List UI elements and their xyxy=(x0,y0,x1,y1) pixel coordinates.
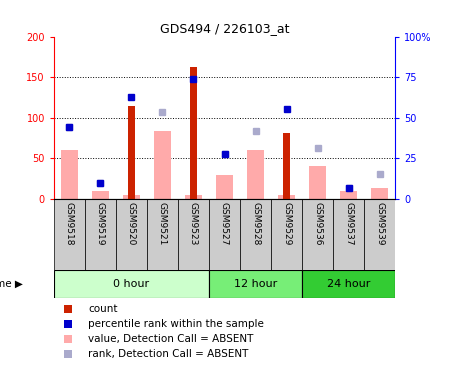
Bar xyxy=(209,199,240,270)
Bar xyxy=(61,150,78,199)
Bar xyxy=(189,67,198,199)
Bar xyxy=(54,270,209,298)
Bar xyxy=(278,195,295,199)
Bar xyxy=(185,195,202,199)
Bar xyxy=(209,270,302,298)
Title: GDS494 / 226103_at: GDS494 / 226103_at xyxy=(160,22,289,36)
Text: count: count xyxy=(88,304,118,314)
Text: GSM9529: GSM9529 xyxy=(282,202,291,246)
Text: GSM9519: GSM9519 xyxy=(96,202,105,246)
Bar xyxy=(154,131,171,199)
Bar xyxy=(216,175,233,199)
Text: GSM9539: GSM9539 xyxy=(375,202,384,246)
Bar xyxy=(340,191,357,199)
Bar xyxy=(240,199,271,270)
Text: time ▶: time ▶ xyxy=(0,279,23,289)
Bar xyxy=(92,191,109,199)
Text: percentile rank within the sample: percentile rank within the sample xyxy=(88,319,264,329)
Text: GSM9536: GSM9536 xyxy=(313,202,322,246)
Bar xyxy=(309,167,326,199)
Bar xyxy=(271,199,302,270)
Bar xyxy=(85,199,116,270)
Text: GSM9518: GSM9518 xyxy=(65,202,74,246)
Bar xyxy=(283,133,291,199)
Text: GSM9520: GSM9520 xyxy=(127,202,136,246)
Bar xyxy=(147,199,178,270)
Bar xyxy=(247,150,264,199)
Bar xyxy=(116,199,147,270)
Text: 12 hour: 12 hour xyxy=(234,279,277,289)
Text: value, Detection Call = ABSENT: value, Detection Call = ABSENT xyxy=(88,334,253,344)
Text: 24 hour: 24 hour xyxy=(327,279,370,289)
Bar xyxy=(178,199,209,270)
Text: 0 hour: 0 hour xyxy=(113,279,150,289)
Bar xyxy=(302,270,395,298)
Text: rank, Detection Call = ABSENT: rank, Detection Call = ABSENT xyxy=(88,350,248,359)
Bar xyxy=(333,199,364,270)
Bar xyxy=(364,199,395,270)
Bar xyxy=(128,105,135,199)
Text: GSM9537: GSM9537 xyxy=(344,202,353,246)
Text: GSM9528: GSM9528 xyxy=(251,202,260,246)
Bar xyxy=(302,199,333,270)
Bar xyxy=(123,195,140,199)
Text: GSM9527: GSM9527 xyxy=(220,202,229,246)
Bar xyxy=(54,199,85,270)
Bar xyxy=(371,188,388,199)
Text: GSM9521: GSM9521 xyxy=(158,202,167,246)
Text: GSM9523: GSM9523 xyxy=(189,202,198,246)
